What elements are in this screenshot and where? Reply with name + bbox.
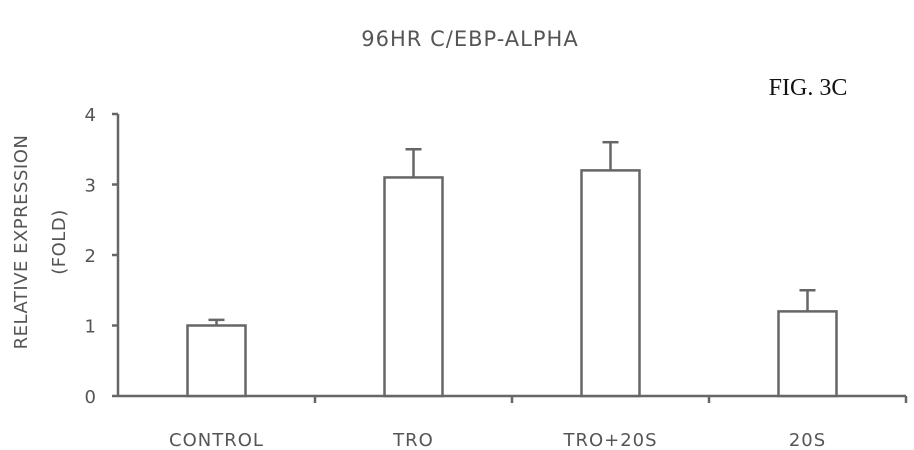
category-label: 20S: [789, 430, 826, 450]
category-label: TRO+20S: [562, 430, 657, 450]
y-tick-label: 1: [85, 317, 96, 338]
x-ticks: [313, 396, 908, 403]
figure-label: FIG. 3C: [769, 75, 848, 101]
bars: [186, 169, 838, 398]
category-label: TRO: [392, 430, 434, 450]
bar-tro-20s: [580, 169, 641, 398]
y-axis-label-line2: (FOLD): [49, 209, 70, 274]
chart-title: 96HR C/EBP-ALPHA: [361, 27, 578, 51]
error-bars: [208, 140, 816, 326]
y-axis-label-line1: RELATIVE EXPRESSION: [11, 135, 32, 350]
category-labels: CONTROL TRO TRO+20S 20S: [169, 430, 826, 450]
bar-20s: [777, 310, 838, 398]
bar-tro: [383, 176, 444, 398]
y-tick-label: 0: [85, 387, 96, 408]
y-axis-label: RELATIVE EXPRESSION (FOLD): [11, 135, 70, 350]
y-ticks: 0 1 2 3 4: [85, 105, 118, 408]
y-tick-label: 3: [85, 176, 96, 197]
y-tick-label: 2: [85, 246, 96, 267]
bar-control: [186, 324, 247, 398]
category-label: CONTROL: [169, 430, 264, 450]
y-tick-label: 4: [85, 105, 96, 126]
